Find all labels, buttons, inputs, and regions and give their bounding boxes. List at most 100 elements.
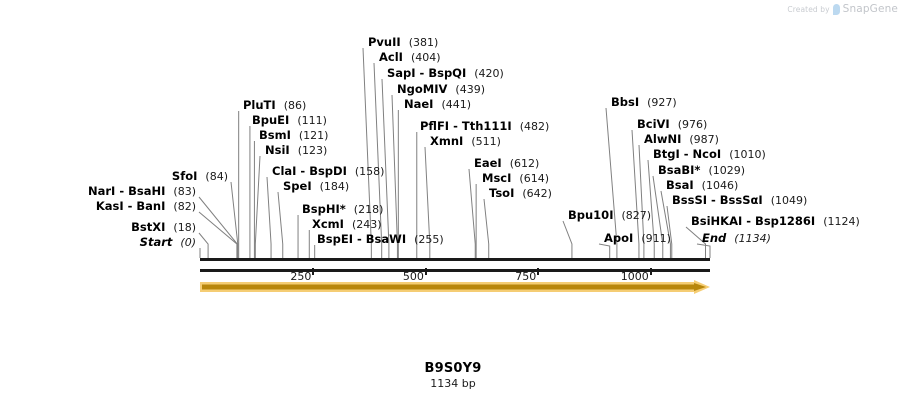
restriction-site-label[interactable]: BtgI - NcoI (1010) — [653, 148, 766, 161]
restriction-site-label[interactable]: BsiHKAI - Bsp1286I (1124) — [691, 215, 860, 228]
restriction-site-label[interactable]: Start (0) — [140, 236, 196, 249]
enzyme-position: (84) — [205, 170, 228, 183]
leader-line — [277, 191, 284, 258]
enzyme-name: SapI - BspQI — [387, 66, 467, 80]
snapgene-watermark: Created by SnapGene — [787, 3, 898, 15]
enzyme-position: (0) — [180, 236, 196, 249]
enzyme-position: (976) — [677, 118, 708, 131]
restriction-site-label[interactable]: BbsI (927) — [611, 96, 677, 109]
restriction-site-label[interactable]: BspEI - BsaWI (255) — [317, 233, 444, 246]
enzyme-position: (1029) — [708, 164, 746, 177]
enzyme-name: NsiI — [265, 143, 290, 157]
enzyme-position: (123) — [297, 144, 328, 157]
ruler-tick — [649, 268, 652, 275]
enzyme-position: (614) — [519, 172, 549, 185]
restriction-site-label[interactable]: BspHI* (218) — [302, 203, 383, 216]
restriction-site-label[interactable]: BsmI (121) — [259, 129, 328, 142]
restriction-site-label[interactable]: BstXI (18) — [131, 221, 196, 234]
enzyme-name: BspEI - BsaWI — [317, 232, 407, 246]
enzyme-name: XmnI — [430, 134, 464, 148]
restriction-site-label[interactable]: NaeI (441) — [404, 98, 471, 111]
restriction-site-label[interactable]: PvuII (381) — [368, 36, 438, 49]
sequence-backbone — [200, 258, 710, 272]
enzyme-name: BpuEI — [252, 113, 290, 127]
ruler-tick-label: 500 — [402, 270, 424, 283]
restriction-site-label[interactable]: MscI (614) — [482, 172, 549, 185]
leader-line — [562, 220, 573, 258]
sequence-ruler: 250 500 750 1000 — [200, 268, 710, 284]
enzyme-position: (1049) — [770, 194, 808, 207]
page-title: B9S0Y9 — [424, 361, 482, 376]
restriction-site-label[interactable]: EaeI (612) — [474, 157, 539, 170]
ruler-tick — [424, 268, 427, 275]
leader-line — [254, 155, 261, 258]
enzyme-position: (218) — [353, 203, 384, 216]
enzyme-position: (441) — [441, 98, 472, 111]
leader-line — [652, 175, 664, 258]
enzyme-position: (439) — [455, 83, 485, 96]
enzyme-position: (158) — [354, 165, 385, 178]
enzyme-position: (420) — [474, 67, 504, 80]
restriction-site-label[interactable]: ClaI - BspDI (158) — [272, 165, 384, 178]
enzyme-name: NgoMIV — [397, 82, 448, 96]
enzyme-position: (642) — [522, 187, 552, 200]
restriction-site-label[interactable]: SpeI (184) — [283, 180, 349, 193]
restriction-site-label[interactable]: BciVI (976) — [637, 118, 707, 131]
restriction-site-label[interactable]: PflFI - Tth111I (482) — [420, 120, 549, 133]
restriction-site-label[interactable]: BssSI - BssSαI (1049) — [672, 194, 807, 207]
enzyme-position: (255) — [414, 233, 444, 246]
enzyme-name: Start — [139, 235, 173, 249]
enzyme-position: (1046) — [701, 179, 739, 192]
restriction-site-label[interactable]: PluTI (86) — [243, 99, 306, 112]
enzyme-position: (381) — [408, 36, 439, 49]
enzyme-name: KasI - BanI — [95, 199, 166, 213]
enzyme-position: (1134) — [734, 232, 771, 245]
enzyme-position: (404) — [410, 51, 441, 64]
leader-line — [266, 176, 272, 258]
ruler-tick-label: 750 — [515, 270, 537, 283]
restriction-site-label[interactable]: XcmI (243) — [312, 218, 382, 231]
enzyme-position: (121) — [298, 129, 329, 142]
enzyme-position: (612) — [509, 157, 540, 170]
enzyme-position: (86) — [283, 99, 307, 112]
enzyme-position: (927) — [647, 96, 677, 109]
leader-line — [696, 243, 711, 258]
restriction-site-label[interactable]: XmnI (511) — [430, 135, 501, 148]
enzyme-name: NaeI — [404, 97, 434, 111]
watermark-created-by: Created by — [787, 4, 830, 14]
enzyme-position: (1010) — [729, 148, 766, 161]
enzyme-name: XcmI — [312, 217, 344, 231]
restriction-site-label[interactable]: End (1134) — [702, 232, 771, 245]
restriction-site-label[interactable]: NarI - BsaHI (83) — [88, 185, 196, 198]
restriction-site-label[interactable]: NsiI (123) — [265, 144, 327, 157]
restriction-site-label[interactable]: NgoMIV (439) — [397, 83, 485, 96]
ruler-tick-label: 1000 — [620, 270, 649, 283]
enzyme-position: (184) — [319, 180, 350, 193]
enzyme-name: SfoI — [171, 169, 198, 183]
leader-line — [198, 196, 238, 258]
restriction-site-label[interactable]: BpuEI (111) — [252, 114, 327, 127]
enzyme-name: BsiHKAI - Bsp1286I — [691, 214, 816, 228]
enzyme-name: PluTI — [243, 98, 276, 112]
enzyme-position: (911) — [641, 232, 671, 245]
leader-line — [660, 190, 671, 258]
restriction-site-label[interactable]: KasI - BanI (82) — [96, 200, 196, 213]
restriction-site-label[interactable]: SfoI (84) — [172, 170, 228, 183]
restriction-site-label[interactable]: BsaI (1046) — [666, 179, 738, 192]
restriction-site-label[interactable]: ApoI (911) — [604, 232, 671, 245]
restriction-site-label[interactable]: SapI - BspQI (420) — [387, 67, 504, 80]
restriction-site-label[interactable]: AlwNI (987) — [644, 133, 719, 146]
enzyme-name: End — [702, 231, 727, 245]
enzyme-name: TsoI — [489, 186, 515, 200]
restriction-site-label[interactable]: AclI (404) — [379, 51, 441, 64]
sequence-length-label: 1134 bp — [430, 377, 476, 390]
enzyme-position: (111) — [297, 114, 327, 127]
enzyme-name: PflFI - Tth111I — [420, 119, 512, 133]
restriction-site-label[interactable]: TsoI (642) — [489, 187, 552, 200]
leader-line — [198, 211, 238, 258]
enzyme-name: EaeI — [474, 156, 502, 170]
enzyme-position: (827) — [621, 209, 652, 222]
restriction-site-label[interactable]: BsaBI* (1029) — [658, 164, 745, 177]
restriction-site-label[interactable]: Bpu10I (827) — [568, 209, 651, 222]
